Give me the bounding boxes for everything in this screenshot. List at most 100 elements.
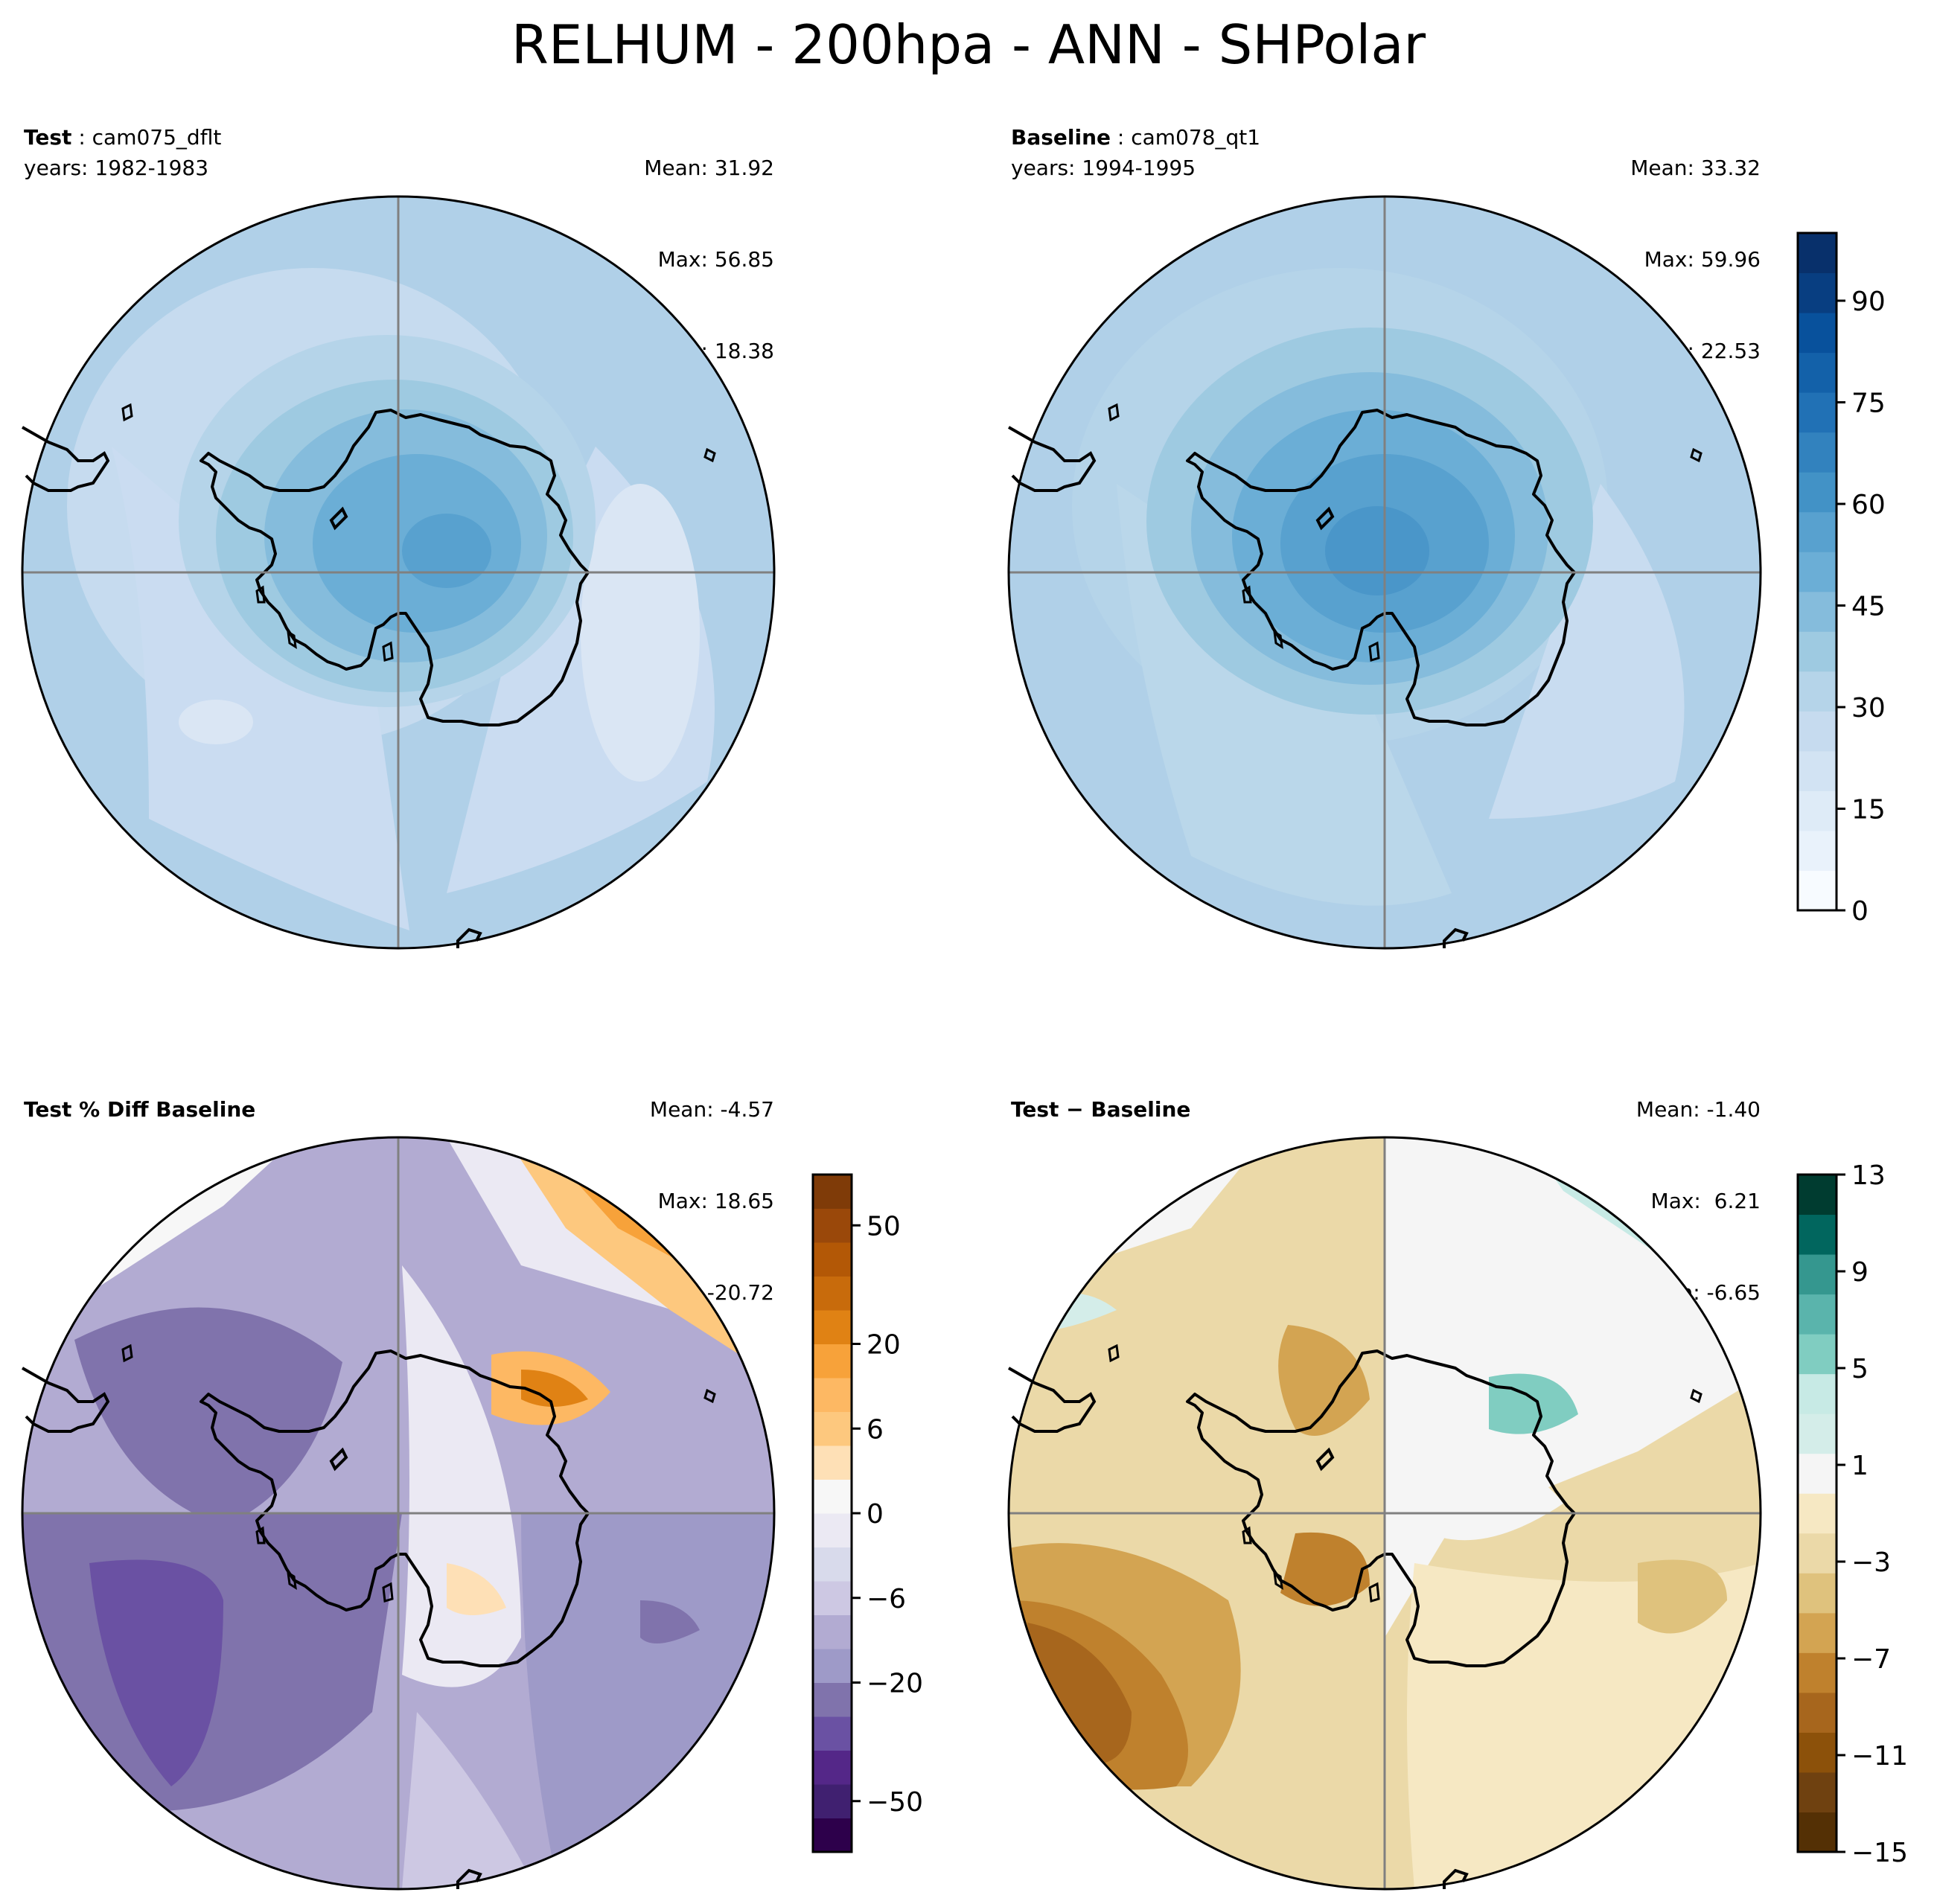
colorbar-swatch <box>813 1344 852 1379</box>
colorbar-swatch <box>813 1242 852 1277</box>
test-mean: Mean: 31.92 <box>644 156 774 180</box>
relhum-colorbar: 0 15 30 45 60 75 90 <box>1796 231 1886 927</box>
colorbar-swatch <box>813 1750 852 1785</box>
colorbar-swatch <box>1798 1175 1837 1215</box>
diff-label-bold: Test − Baseline <box>1011 1097 1191 1122</box>
colorbar-swatch <box>1798 552 1837 592</box>
colorbar-swatch <box>813 1208 852 1243</box>
colorbar-swatch <box>813 1784 852 1818</box>
colorbar-swatch <box>1798 1493 1837 1534</box>
colorbar-tick-label: 0 <box>867 1499 884 1530</box>
colorbar-tick-label: 0 <box>1851 896 1869 927</box>
colorbar-tick-label: 90 <box>1851 287 1886 317</box>
colorbar-swatch <box>813 1445 852 1480</box>
pctdiff-panel-label: Test % Diff Baseline <box>24 1094 255 1125</box>
colorbar-frame <box>1796 1173 1838 1853</box>
colorbar-swatch <box>1798 272 1837 313</box>
pctdiff-label-bold: Test % Diff Baseline <box>24 1097 256 1122</box>
colorbar-tick-label: 5 <box>1851 1354 1869 1384</box>
colorbar-swatch <box>1798 870 1837 911</box>
colorbar-tick-label: 15 <box>1851 795 1886 825</box>
colorbar-swatch <box>813 1310 852 1344</box>
colorbar-swatch <box>1798 1334 1837 1375</box>
colorbar-swatch <box>1798 1294 1837 1335</box>
colorbar-tick-label: −20 <box>867 1669 923 1699</box>
pctdiff-mean: Mean: -4.57 <box>649 1097 774 1122</box>
colorbar-swatch <box>1798 233 1837 274</box>
colorbar-swatch <box>1798 1772 1837 1812</box>
colorbar-swatch <box>1798 631 1837 672</box>
baseline-stats: Mean: 33.32 Max: 59.96 Min: 22.53 <box>1630 92 1761 427</box>
colorbar-swatch <box>1798 472 1837 513</box>
colorbar-swatch <box>813 1649 852 1683</box>
colorbar-swatch <box>1798 392 1837 433</box>
colorbar-swatch <box>1798 1254 1837 1295</box>
colorbar-tick-label: 13 <box>1851 1160 1886 1191</box>
baseline-map-boundary <box>1007 195 1762 950</box>
colorbar-swatch <box>813 1614 852 1649</box>
pctdiff-map <box>21 1136 776 1891</box>
test-panel-label: Test : cam075_dflt <box>24 122 221 153</box>
baseline-max: Max: 59.96 <box>1644 247 1761 272</box>
colorbar-tick-label: −3 <box>1851 1547 1891 1578</box>
colorbar-swatch <box>1798 1453 1837 1494</box>
colorbar-swatch <box>813 1547 852 1582</box>
colorbar-swatch <box>1798 830 1837 871</box>
colorbar-tick-label: −15 <box>1851 1838 1908 1868</box>
test-years: years: 1982-1983 <box>24 156 209 180</box>
colorbar-swatch <box>1798 1812 1837 1853</box>
baseline-map <box>1007 195 1762 950</box>
test-max: Max: 56.85 <box>657 247 774 272</box>
diff-panel-label: Test − Baseline <box>1011 1094 1190 1125</box>
baseline-label-case: : cam078_qt1 <box>1111 125 1261 150</box>
colorbar-tick-label: 1 <box>1851 1451 1869 1481</box>
colorbar-swatch <box>1798 511 1837 552</box>
colorbar-swatch <box>1798 790 1837 831</box>
diff-map-boundary <box>1007 1136 1762 1891</box>
colorbar-swatch <box>1798 1533 1837 1574</box>
pctdiff-max: Max: 18.65 <box>657 1189 774 1213</box>
colorbar-swatch <box>1798 750 1837 791</box>
baseline-label-bold: Baseline <box>1011 125 1111 150</box>
colorbar-tick-label: 6 <box>867 1414 884 1445</box>
colorbar-frame <box>1796 231 1838 912</box>
colorbar-swatch <box>813 1818 852 1853</box>
colorbar-swatch <box>1798 313 1837 354</box>
colorbar-swatch <box>1798 1692 1837 1733</box>
pctdiff-colorbar: −50 −20 −6 0 6 20 50 <box>811 1173 923 1853</box>
test-label-bold: Test <box>24 125 72 150</box>
colorbar-swatch <box>813 1411 852 1446</box>
colorbar-swatch <box>813 1276 852 1311</box>
diff-mean: Mean: -1.40 <box>1636 1097 1761 1122</box>
colorbar-swatch <box>1798 1214 1837 1255</box>
colorbar-swatch <box>1798 711 1837 752</box>
colorbar-swatch <box>813 1175 852 1209</box>
colorbar-swatch <box>813 1682 852 1717</box>
colorbar-swatch <box>1798 1652 1837 1693</box>
colorbar-swatch <box>813 1479 852 1514</box>
colorbar-tick-label: −50 <box>867 1787 923 1818</box>
colorbar-swatch <box>1798 1573 1837 1614</box>
colorbar-swatch <box>813 1378 852 1412</box>
baseline-years: years: 1994-1995 <box>1011 156 1196 180</box>
colorbar-swatch <box>813 1581 852 1615</box>
colorbar-swatch <box>1798 1612 1837 1653</box>
colorbar-swatch <box>1798 591 1837 632</box>
colorbar-tick-label: 75 <box>1851 389 1886 419</box>
test-label-case: : cam075_dflt <box>71 125 222 150</box>
colorbar-tick-label: −11 <box>1851 1741 1908 1772</box>
colorbar-tick-label: 45 <box>1851 592 1886 622</box>
colorbar-swatch <box>1798 432 1837 473</box>
colorbar-swatch <box>1798 352 1837 393</box>
figure-title: RELHUM - 200hpa - ANN - SHPolar <box>511 13 1426 76</box>
colorbar-tick-label: −7 <box>1851 1644 1891 1675</box>
diff-colorbar: −15 −11 −7 −3 1 5 9 13 <box>1796 1160 1908 1868</box>
colorbar-tick-label: 9 <box>1851 1257 1869 1288</box>
colorbar-tick-label: 20 <box>867 1330 901 1361</box>
diff-map <box>1007 1136 1762 1891</box>
colorbar-tick-label: −6 <box>867 1584 906 1614</box>
colorbar-tick-label: 50 <box>867 1211 901 1242</box>
test-map-boundary <box>21 195 776 950</box>
